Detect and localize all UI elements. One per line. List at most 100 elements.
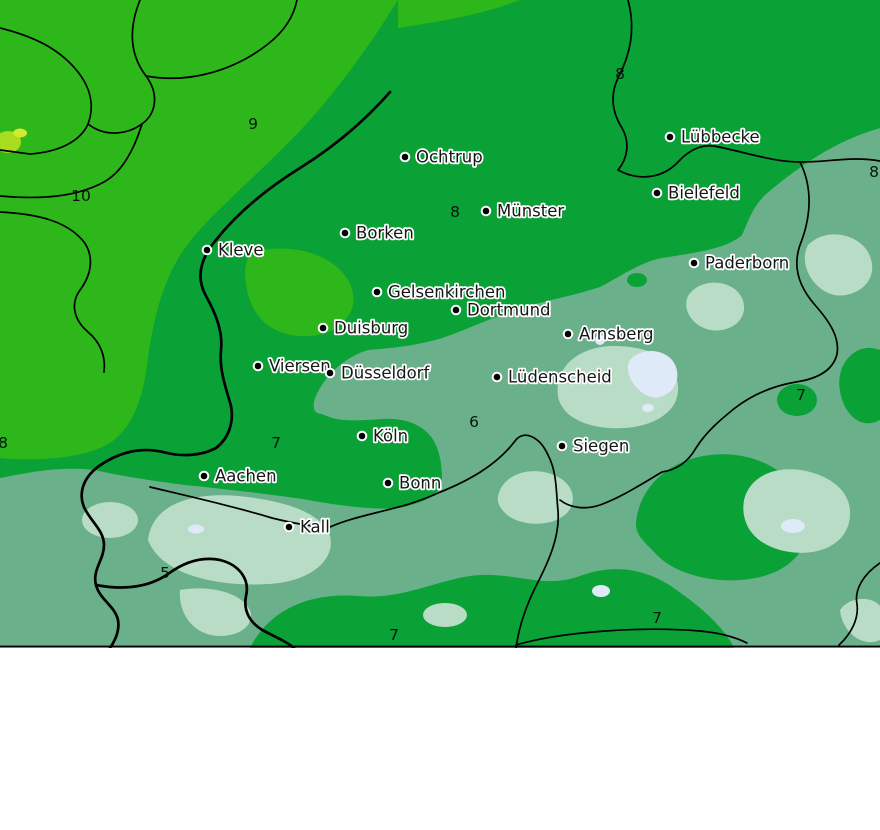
city-marker-luebbecke: Lübbecke: [664, 126, 761, 148]
region-green-eifel-south-band: [250, 569, 734, 648]
city-dot: [283, 521, 295, 533]
city-markers: Ochtrup Lübbecke Münster Bielefeld Borken Kle…: [198, 126, 791, 538]
region-green-small-spot: [627, 273, 647, 287]
city-dot: [201, 244, 213, 256]
city-label: Ochtrup: [416, 148, 483, 167]
city-label: Duisburg: [334, 319, 408, 338]
city-label: Bonn: [399, 474, 441, 493]
city-label: Kleve: [218, 241, 263, 260]
region-paleblue-hochsauerland: [627, 351, 678, 398]
region-green-right-edge: [839, 347, 880, 424]
temp-contour-label: 9: [248, 115, 258, 133]
border-bottom-right: [838, 562, 880, 646]
city-dot: [252, 360, 264, 372]
city-marker-aachen: Aachen: [198, 465, 278, 487]
temp-contour-label: 7: [652, 609, 662, 627]
city-label: Paderborn: [705, 254, 789, 273]
temp-contour-label: 5: [160, 564, 170, 582]
border-nl-province-2: [87, 0, 156, 134]
city-dot: [382, 477, 394, 489]
region-mint-siegen-west: [497, 471, 573, 524]
temp-contour-label: 8: [615, 65, 625, 83]
city-label: Düsseldorf: [341, 364, 430, 383]
city-label: Aachen: [215, 467, 277, 486]
region-mint-paderborn: [686, 282, 745, 331]
region-paleblue-spot-5: [592, 585, 610, 597]
city-label: Viersen: [269, 357, 331, 376]
city-marker-kall: Kall: [283, 516, 332, 538]
borders-thin: [0, 0, 880, 648]
temp-contour-label: 10: [71, 187, 91, 205]
city-dot: [339, 227, 351, 239]
region-mint-siegerland: [743, 469, 851, 553]
region-mint-eifel-2: [179, 588, 251, 636]
region-paleblue-spot-1: [595, 335, 605, 345]
city-dot: [198, 470, 210, 482]
city-marker-luedenscheid: Lüdenscheid: [491, 366, 613, 388]
border-be-branch: [94, 557, 296, 648]
city-marker-siegen: Siegen: [556, 435, 631, 457]
city-marker-duisburg: Duisburg: [317, 317, 410, 339]
city-dot: [664, 131, 676, 143]
city-label: Lüdenscheid: [508, 368, 612, 387]
city-marker-ochtrup: Ochtrup: [399, 146, 484, 168]
region-mint-west: [82, 502, 138, 538]
border-nrw-east: [559, 161, 839, 509]
city-marker-bielefeld: Bielefeld: [651, 182, 742, 204]
border-nrw-south: [149, 434, 560, 648]
region-mint-weser: [804, 234, 873, 296]
border-nl-province-5: [0, 211, 106, 373]
city-label: Siegen: [573, 437, 629, 456]
temp-contour-label: 8: [0, 434, 8, 452]
city-marker-bonn: Bonn: [382, 472, 443, 494]
city-marker-gelsenkirchen: Gelsenkirchen: [371, 281, 507, 303]
city-marker-dortmund: Dortmund: [450, 299, 552, 321]
region-paleblue-spot-4: [188, 524, 204, 534]
border-nl-province-4: [0, 123, 143, 199]
border-south-bottom: [515, 628, 748, 646]
city-dot: [324, 367, 336, 379]
city-label: Dortmund: [467, 301, 551, 320]
temp-contour-label: 8: [450, 203, 460, 221]
region-mint-south: [423, 603, 467, 627]
region-paleblue-spot-3: [781, 519, 805, 533]
temp-contour-label: 7: [271, 434, 281, 452]
city-label: Bielefeld: [668, 184, 740, 203]
city-marker-paderborn: Paderborn: [688, 252, 791, 274]
city-label: Köln: [373, 427, 408, 446]
city-label: Borken: [356, 224, 414, 243]
temp-contour-label: 7: [389, 626, 399, 644]
temperature-contour-labels: 9 10 8 8 8 8 7 7 6 5 7 7: [0, 65, 879, 644]
city-dot: [688, 257, 700, 269]
city-dot: [356, 430, 368, 442]
border-nl-province-1: [0, 27, 93, 155]
city-marker-muenster: Münster: [480, 200, 566, 222]
city-marker-viersen: Viersen: [252, 355, 332, 377]
city-marker-koeln: Köln: [356, 425, 410, 447]
city-label: Gelsenkirchen: [388, 283, 505, 302]
map-footer: Temperatur in 2m (in °C) Modell: ICON-D2…: [0, 648, 880, 830]
city-label: Kall: [300, 518, 330, 537]
borders-thick: [80, 90, 392, 648]
temp-contour-label: 6: [469, 413, 479, 431]
city-dot: [651, 187, 663, 199]
city-marker-arnsberg: Arnsberg: [562, 323, 655, 345]
city-dot: [562, 328, 574, 340]
city-dot: [556, 440, 568, 452]
region-paleblue-spot-2: [642, 404, 654, 412]
city-marker-kleve: Kleve: [201, 239, 265, 261]
region-bright-green-ruhr-west: [245, 248, 354, 337]
temp-contour-label: 7: [796, 386, 806, 404]
city-label: Münster: [497, 202, 564, 221]
border-nl-province-3: [145, 0, 298, 80]
temperature-map: 9 10 8 8 8 8 7 7 6 5 7 7 Ochtrup Lübbecke Münster Biel…: [0, 0, 880, 648]
city-label: Lübbecke: [681, 128, 760, 147]
map-bottom-frame: [0, 645, 880, 648]
city-marker-duesseldorf: Düsseldorf: [324, 362, 432, 384]
city-dot: [399, 151, 411, 163]
border-nl-de-be: [80, 90, 392, 648]
city-dot: [480, 205, 492, 217]
city-dot: [491, 371, 503, 383]
temp-contour-label: 8: [869, 163, 879, 181]
